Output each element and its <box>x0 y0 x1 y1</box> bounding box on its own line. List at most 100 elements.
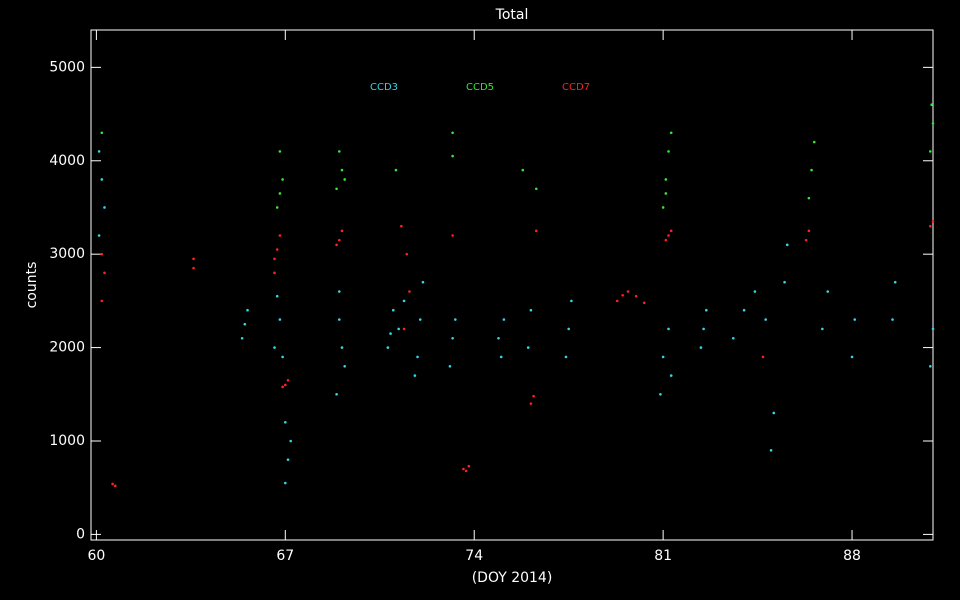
point <box>621 293 624 297</box>
point <box>454 318 457 321</box>
point <box>764 318 767 321</box>
point <box>273 346 276 349</box>
point <box>929 364 932 368</box>
point <box>405 252 409 256</box>
point <box>284 421 287 424</box>
point <box>634 294 638 298</box>
point <box>275 248 279 251</box>
x-axis-label: (DOY 2014) <box>472 570 553 586</box>
point <box>664 192 668 195</box>
point <box>807 229 811 233</box>
point <box>284 383 287 387</box>
point <box>567 327 570 331</box>
x-tick-label: 81 <box>654 548 672 564</box>
point <box>929 224 932 228</box>
point <box>402 327 406 331</box>
legend-label: CCD3 <box>370 82 398 93</box>
point <box>278 150 282 153</box>
y-axis-label: counts <box>24 262 40 309</box>
point <box>335 392 338 396</box>
point <box>340 229 344 233</box>
point <box>391 308 395 312</box>
point <box>100 131 104 135</box>
point <box>564 355 568 359</box>
y-tick-label: 3000 <box>49 246 85 262</box>
point <box>421 280 425 284</box>
point <box>772 411 776 415</box>
point <box>929 150 932 153</box>
point <box>534 187 538 191</box>
x-tick-label: 88 <box>843 548 861 564</box>
point <box>337 290 341 293</box>
point <box>286 378 290 382</box>
point <box>893 280 897 284</box>
point <box>699 346 703 349</box>
point <box>111 482 114 486</box>
point <box>113 484 117 488</box>
point <box>278 318 282 321</box>
point <box>642 301 646 305</box>
point <box>273 257 276 261</box>
point <box>826 290 830 293</box>
point <box>389 332 392 335</box>
point <box>667 234 670 237</box>
point <box>664 238 668 242</box>
point <box>284 481 287 485</box>
point <box>278 192 282 195</box>
plot-frame <box>90 29 934 541</box>
point <box>278 234 282 237</box>
point <box>659 392 662 396</box>
y-tick-label: 0 <box>76 526 85 542</box>
point <box>103 206 106 209</box>
point <box>667 150 670 153</box>
point <box>853 318 857 321</box>
point <box>570 299 573 303</box>
point <box>502 318 506 321</box>
legend-label: CCD5 <box>466 82 494 93</box>
point <box>343 364 346 368</box>
point <box>397 327 400 331</box>
y-tick-label: 4000 <box>49 153 85 169</box>
point <box>521 168 525 172</box>
point <box>416 355 419 359</box>
point <box>273 271 276 275</box>
point <box>702 327 705 331</box>
point <box>100 178 104 181</box>
x-tick-label: 60 <box>87 548 105 564</box>
point <box>340 168 344 172</box>
point <box>467 464 471 468</box>
point <box>464 469 468 473</box>
y-tick-label: 2000 <box>49 340 85 356</box>
point <box>661 355 665 359</box>
point <box>931 327 935 331</box>
point <box>742 308 746 312</box>
point <box>785 243 789 247</box>
point <box>669 374 673 377</box>
point <box>850 355 854 359</box>
point <box>931 220 935 223</box>
point <box>100 252 104 256</box>
point <box>891 318 894 321</box>
chart-title: Total <box>495 7 529 23</box>
point <box>812 140 816 144</box>
point <box>281 385 284 389</box>
point <box>286 458 290 461</box>
point <box>275 294 279 298</box>
point <box>499 355 503 359</box>
point <box>408 290 411 293</box>
point <box>337 238 341 242</box>
point <box>526 346 530 349</box>
x-tick-label: 67 <box>276 548 294 564</box>
point <box>451 234 454 237</box>
y-tick-label: 1000 <box>49 433 85 449</box>
point <box>731 336 735 340</box>
point <box>451 131 454 135</box>
point <box>930 103 933 107</box>
point <box>289 439 293 443</box>
point <box>281 355 284 359</box>
point <box>275 206 279 209</box>
point <box>753 290 757 293</box>
point <box>669 229 673 233</box>
point <box>769 449 773 452</box>
